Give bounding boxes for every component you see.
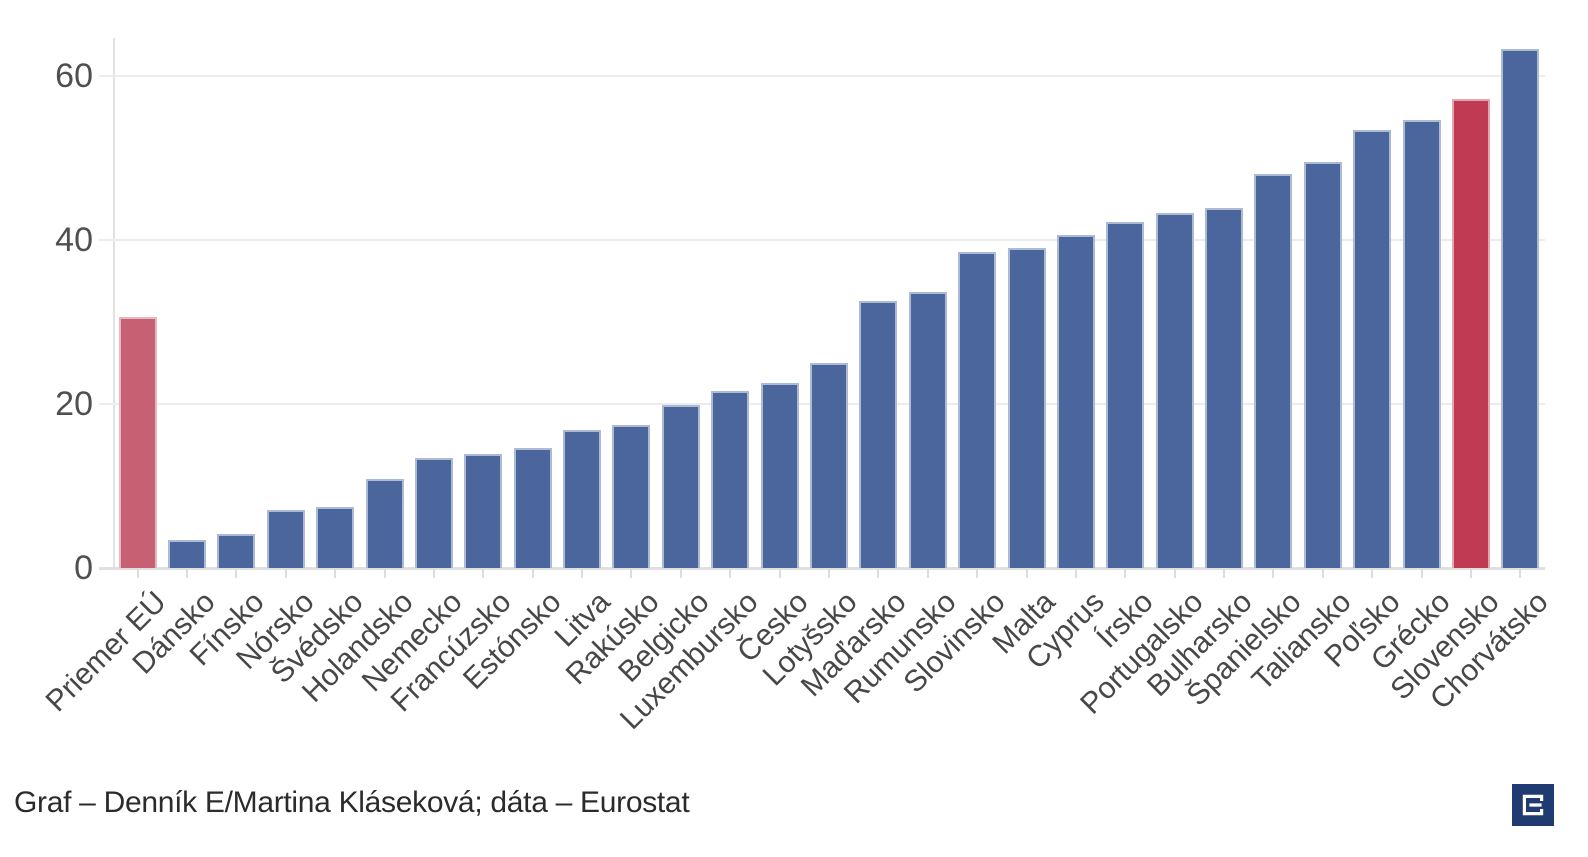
bar [661, 404, 700, 568]
x-tick-mark [186, 569, 189, 578]
x-tick-mark [1371, 569, 1374, 578]
x-axis-line [99, 567, 1545, 570]
bar [1402, 120, 1441, 568]
y-tick-label: 0 [74, 549, 93, 587]
bar [316, 507, 355, 568]
x-tick-mark [482, 569, 485, 578]
chart-footer: Graf – Denník E/Martina Kláseková; dáta … [0, 780, 1588, 840]
bar [958, 252, 997, 568]
bar [168, 540, 207, 568]
bar [810, 362, 848, 568]
bar [1007, 248, 1046, 568]
bar [1155, 212, 1194, 568]
bar [414, 458, 453, 568]
y-tick-label: 60 [55, 56, 93, 95]
bar [1205, 207, 1244, 568]
x-tick-mark [1025, 569, 1028, 578]
dennik-e-logo [1512, 784, 1554, 826]
x-tick-mark [1124, 569, 1127, 578]
x-tick-mark [1469, 569, 1472, 578]
bar [1303, 161, 1342, 568]
x-tick-mark [729, 569, 732, 578]
bar [908, 291, 947, 568]
bar [266, 509, 305, 568]
x-tick-mark [581, 569, 584, 578]
x-tick-mark [1519, 569, 1522, 578]
x-tick-mark [976, 569, 979, 578]
bar [1106, 221, 1145, 568]
x-tick-mark [630, 569, 633, 578]
bar [1056, 234, 1095, 568]
x-tick-mark [383, 569, 386, 578]
x-tick-mark [1074, 569, 1077, 578]
bar [513, 448, 552, 568]
bar [563, 430, 602, 568]
x-tick-mark [828, 569, 830, 578]
x-tick-mark [926, 569, 929, 578]
logo-e-glyph [1522, 794, 1544, 816]
bar [217, 534, 256, 568]
x-tick-mark [1173, 569, 1176, 578]
x-tick-mark [778, 569, 781, 578]
bar-chart-plot: 0 20 40 60 Priemer EÚ Dánsko Fínsko Nórsko Švéds… [39, 38, 1555, 736]
x-tick-mark [679, 569, 682, 578]
x-tick-mark [136, 569, 139, 578]
x-tick-mark [235, 569, 238, 578]
y-axis-line [113, 38, 115, 568]
bar [1353, 129, 1392, 568]
bar [365, 478, 404, 568]
y-tick-label: 40 [55, 220, 93, 259]
x-tick-mark [1420, 569, 1423, 578]
x-tick-mark [1321, 569, 1324, 578]
bar [464, 453, 503, 568]
bar [1254, 174, 1293, 568]
x-tick-mark [1272, 569, 1275, 578]
bar [859, 300, 898, 568]
x-tick-mark [877, 569, 880, 578]
bar [760, 382, 799, 568]
gridline [99, 238, 1545, 241]
bar [612, 425, 651, 568]
gridline [99, 74, 1545, 77]
x-tick-mark [1223, 569, 1226, 578]
y-tick-label: 20 [55, 384, 93, 423]
bar [1501, 48, 1540, 568]
bar [118, 316, 157, 568]
bar [1451, 98, 1490, 568]
x-tick-mark [531, 569, 534, 578]
x-tick-mark [334, 569, 337, 578]
dennik-e-logo-icon [1512, 784, 1554, 826]
x-tick-mark [284, 569, 287, 578]
bar [711, 390, 750, 568]
credit-text: Graf – Denník E/Martina Kláseková; dáta … [14, 786, 690, 819]
x-tick-mark [432, 569, 435, 578]
